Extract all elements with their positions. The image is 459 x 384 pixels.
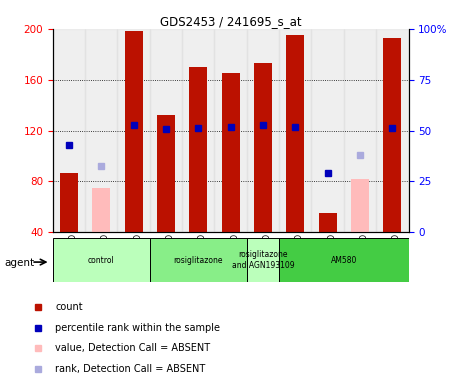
Bar xyxy=(214,29,247,232)
Text: rosiglitazone
and AGN193109: rosiglitazone and AGN193109 xyxy=(232,250,294,270)
Bar xyxy=(319,213,336,232)
Text: control: control xyxy=(88,256,115,265)
Bar xyxy=(279,238,409,282)
Bar xyxy=(53,29,85,232)
Text: value, Detection Call = ABSENT: value, Detection Call = ABSENT xyxy=(56,343,211,353)
Text: rosiglitazone: rosiglitazone xyxy=(174,256,223,265)
Bar xyxy=(125,31,143,232)
Bar xyxy=(383,38,401,232)
Text: count: count xyxy=(56,302,83,312)
Bar xyxy=(60,172,78,232)
Bar xyxy=(344,29,376,232)
Text: rank, Detection Call = ABSENT: rank, Detection Call = ABSENT xyxy=(56,364,206,374)
Bar xyxy=(182,29,214,232)
Bar xyxy=(279,29,312,232)
Bar xyxy=(85,29,118,232)
Text: percentile rank within the sample: percentile rank within the sample xyxy=(56,323,220,333)
Bar xyxy=(190,67,207,232)
Bar xyxy=(351,179,369,232)
Bar xyxy=(376,29,409,232)
Bar xyxy=(92,188,110,232)
Bar xyxy=(286,35,304,232)
Bar xyxy=(222,73,240,232)
Bar xyxy=(53,238,150,282)
Text: agent: agent xyxy=(5,258,35,268)
Bar xyxy=(247,29,279,232)
Bar xyxy=(118,29,150,232)
Bar xyxy=(150,29,182,232)
Bar xyxy=(254,63,272,232)
Bar xyxy=(150,238,247,282)
Text: AM580: AM580 xyxy=(330,256,357,265)
Bar xyxy=(157,115,175,232)
Bar xyxy=(312,29,344,232)
Bar xyxy=(247,238,279,282)
Title: GDS2453 / 241695_s_at: GDS2453 / 241695_s_at xyxy=(160,15,302,28)
